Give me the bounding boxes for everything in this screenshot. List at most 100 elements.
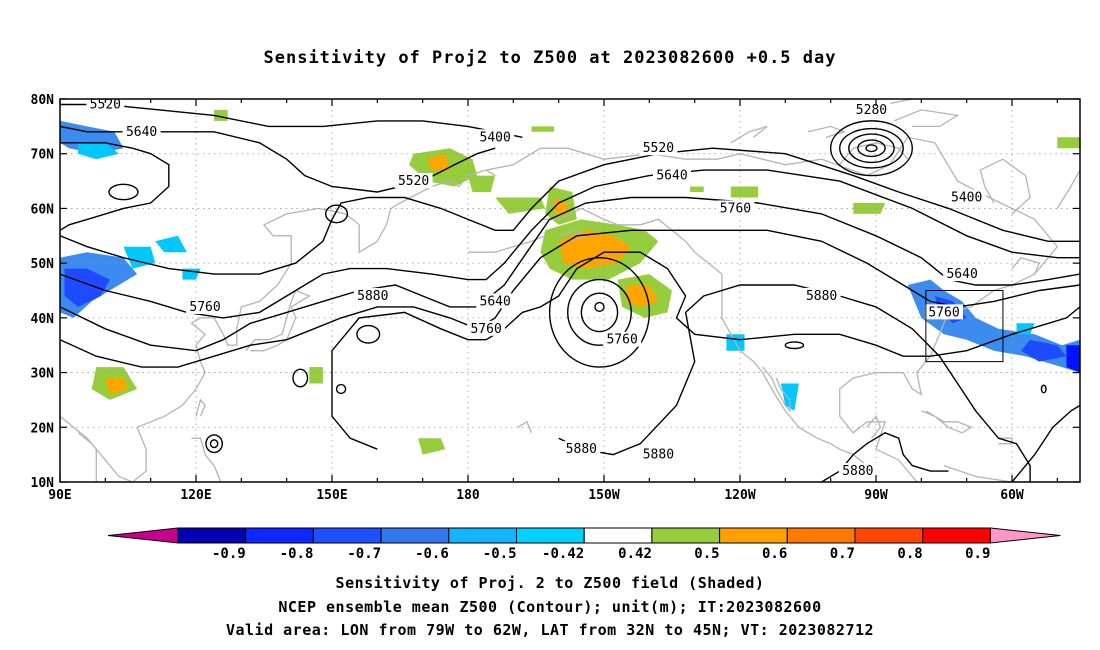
- colorbar-label: -0.8: [280, 546, 314, 562]
- colorbar-label: -0.7: [347, 546, 381, 562]
- colorbar-cell: [854, 527, 924, 544]
- lon-labels: 90E 120E 150E 180 150W 120W 90W 60W: [48, 488, 1024, 503]
- colorbar-high-arrow: [989, 527, 1061, 544]
- shaded-region: [155, 235, 187, 253]
- shaded-region: [64, 268, 110, 307]
- contour-line: [60, 103, 523, 138]
- contour-ring: [865, 144, 878, 153]
- coastline: [540, 207, 868, 467]
- contour-label: 5880: [357, 289, 388, 304]
- contour-ring: [580, 292, 619, 333]
- contour-label-bg: [852, 101, 891, 117]
- lat-label: 60N: [31, 202, 55, 217]
- contour-label: 5760: [720, 201, 751, 216]
- colorbar-low-arrow: [107, 527, 179, 544]
- contour-line: [60, 147, 1080, 275]
- colorbar-cell: [516, 527, 585, 544]
- coastline: [191, 437, 222, 482]
- contour-ring: [324, 204, 349, 224]
- colorbar-label: -0.9: [212, 546, 246, 562]
- colorbar-label: 0.7: [830, 546, 855, 562]
- shaded-region: [690, 186, 704, 192]
- contour-ring: [335, 383, 347, 395]
- colorbar-cell: [583, 527, 653, 544]
- shaded-region: [1021, 339, 1067, 362]
- lat-label: 70N: [31, 148, 55, 163]
- colorbar-label: -0.42: [542, 546, 584, 562]
- colorbar-cell: [922, 527, 991, 544]
- contour-label-bg: [122, 123, 161, 139]
- colorbar-label: 0.42: [618, 546, 652, 562]
- axis-ticks: [59, 98, 1080, 483]
- contour-line: [1011, 404, 1080, 482]
- colorbar-cell: [719, 527, 788, 544]
- lon-label: 150W: [588, 488, 619, 503]
- coastline: [386, 493, 422, 499]
- contour-line: [60, 142, 170, 231]
- shaded-region: [1057, 137, 1080, 149]
- shaded-region: [427, 153, 450, 171]
- colorbar-label: 0.9: [965, 546, 990, 562]
- contour-label-bg: [653, 167, 691, 183]
- contour-label: 5640: [656, 169, 687, 184]
- colorbar-label: 0.6: [762, 546, 787, 562]
- shaded-region: [531, 126, 555, 132]
- contour-label-bg: [639, 140, 678, 156]
- lon-label: 90E: [48, 488, 71, 503]
- coastline: [762, 366, 791, 413]
- caption-valid-area: Valid area: LON from 79W to 62W, LAT fro…: [225, 621, 875, 639]
- lon-label: 180: [456, 488, 480, 503]
- colorbar: [107, 527, 1061, 544]
- lon-label: 120W: [724, 488, 755, 503]
- contour-label-bg: [394, 173, 433, 189]
- shaded-region: [495, 197, 546, 214]
- contour-ring: [839, 127, 904, 169]
- contour-label: 5520: [90, 97, 121, 112]
- shaded-region: [730, 186, 759, 198]
- coastline: [921, 410, 973, 434]
- contour-line: [331, 251, 1080, 450]
- contour-label-bg: [716, 200, 755, 216]
- contour-label: 5640: [946, 267, 977, 282]
- coastline: [485, 136, 1059, 482]
- contour-label-bg: [603, 331, 642, 347]
- contour-ring: [848, 133, 895, 164]
- coastline: [517, 420, 533, 434]
- contour-labels: 5520 5640 5520 5400 5760 5880 5640 5760 5520 5640…: [86, 96, 986, 479]
- coastline: [979, 158, 1031, 215]
- contour-label-bg: [476, 129, 515, 145]
- contour-ring: [356, 324, 381, 344]
- coastline: [77, 432, 97, 482]
- contour-label: 5400: [951, 190, 982, 205]
- contour-label: 5520: [643, 141, 674, 156]
- colorbar-cell: [380, 527, 450, 544]
- contour-ring: [209, 439, 219, 449]
- map-gridlines: [60, 99, 1080, 482]
- contour-label: 5880: [643, 448, 674, 463]
- contour-label: 5880: [842, 464, 873, 479]
- contour-line: [60, 169, 1080, 319]
- shaded-region: [626, 285, 659, 307]
- coastline: [558, 229, 588, 242]
- lat-label: 40N: [31, 312, 55, 327]
- coastline: [866, 415, 882, 439]
- lat-label: 80N: [31, 93, 55, 108]
- contour-label-bg: [467, 320, 506, 336]
- shaded-region: [105, 378, 128, 395]
- contour-label-bg: [925, 304, 963, 320]
- contour-label: 5280: [856, 103, 887, 118]
- contour-label: 5760: [470, 322, 501, 337]
- contour-label: 5760: [606, 333, 637, 348]
- lat-label: 30N: [31, 367, 55, 382]
- lon-label: 60W: [1000, 488, 1024, 503]
- contour-ring: [784, 341, 805, 350]
- contour-label: 5880: [566, 442, 597, 457]
- colorbar-label: -0.6: [415, 546, 449, 562]
- map-frame: [59, 98, 1081, 483]
- colorbar-cell: [177, 527, 247, 544]
- caption-shaded: Sensitivity of Proj. 2 to Z500 field (Sh…: [335, 574, 765, 592]
- contour-label: 5520: [398, 174, 429, 189]
- chart-title: Sensitivity of Proj2 to Z500 at 20230826…: [263, 48, 837, 68]
- coastline: [839, 142, 909, 166]
